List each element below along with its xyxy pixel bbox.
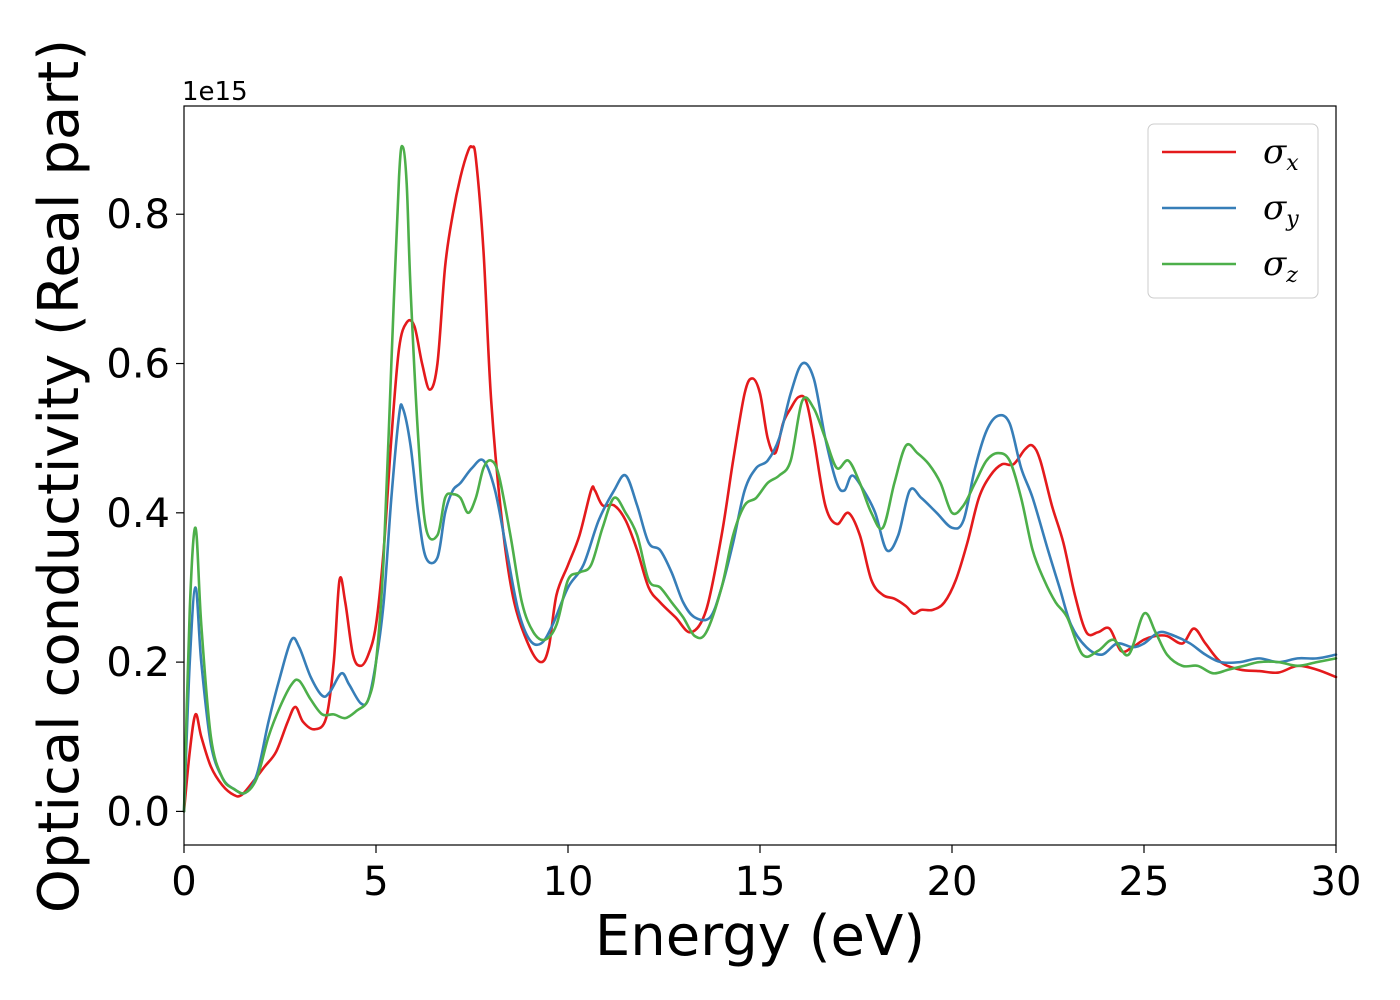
y-tick-label: 0.8 [106,192,170,238]
x-axis: 0 5 10 15 20 25 30 [171,845,1361,905]
series-line-y [182,361,1338,813]
x-tick-label: 20 [927,859,978,905]
y-axis-title: Optical conductivity (Real part) [27,39,92,913]
x-tick-label: 30 [1311,859,1362,905]
series-line-x [182,145,1338,813]
x-tick-label: 0 [171,859,196,905]
x-tick-label: 15 [735,859,786,905]
series-layer [182,144,1338,813]
y-axis: 0.0 0.2 0.4 0.6 0.8 [106,192,184,835]
x-tick-label: 25 [1119,859,1170,905]
legend-label-y: σy [1263,188,1299,232]
y-tick-label: 0.6 [106,342,170,388]
y-offset-label: 1e15 [182,77,248,107]
legend-label-x: σx [1263,132,1299,176]
x-tick-label: 5 [363,859,388,905]
legend-box [1147,123,1319,299]
series-line-z [182,144,1338,813]
x-axis-title: Energy (eV) [595,904,925,969]
y-tick-label: 0.4 [106,491,170,537]
y-tick-label: 0.2 [106,640,170,686]
y-tick-label: 0.0 [106,789,170,835]
legend-label-z: σz [1263,244,1298,288]
x-tick-label: 10 [543,859,594,905]
legend: σx σy σz [1147,123,1319,299]
